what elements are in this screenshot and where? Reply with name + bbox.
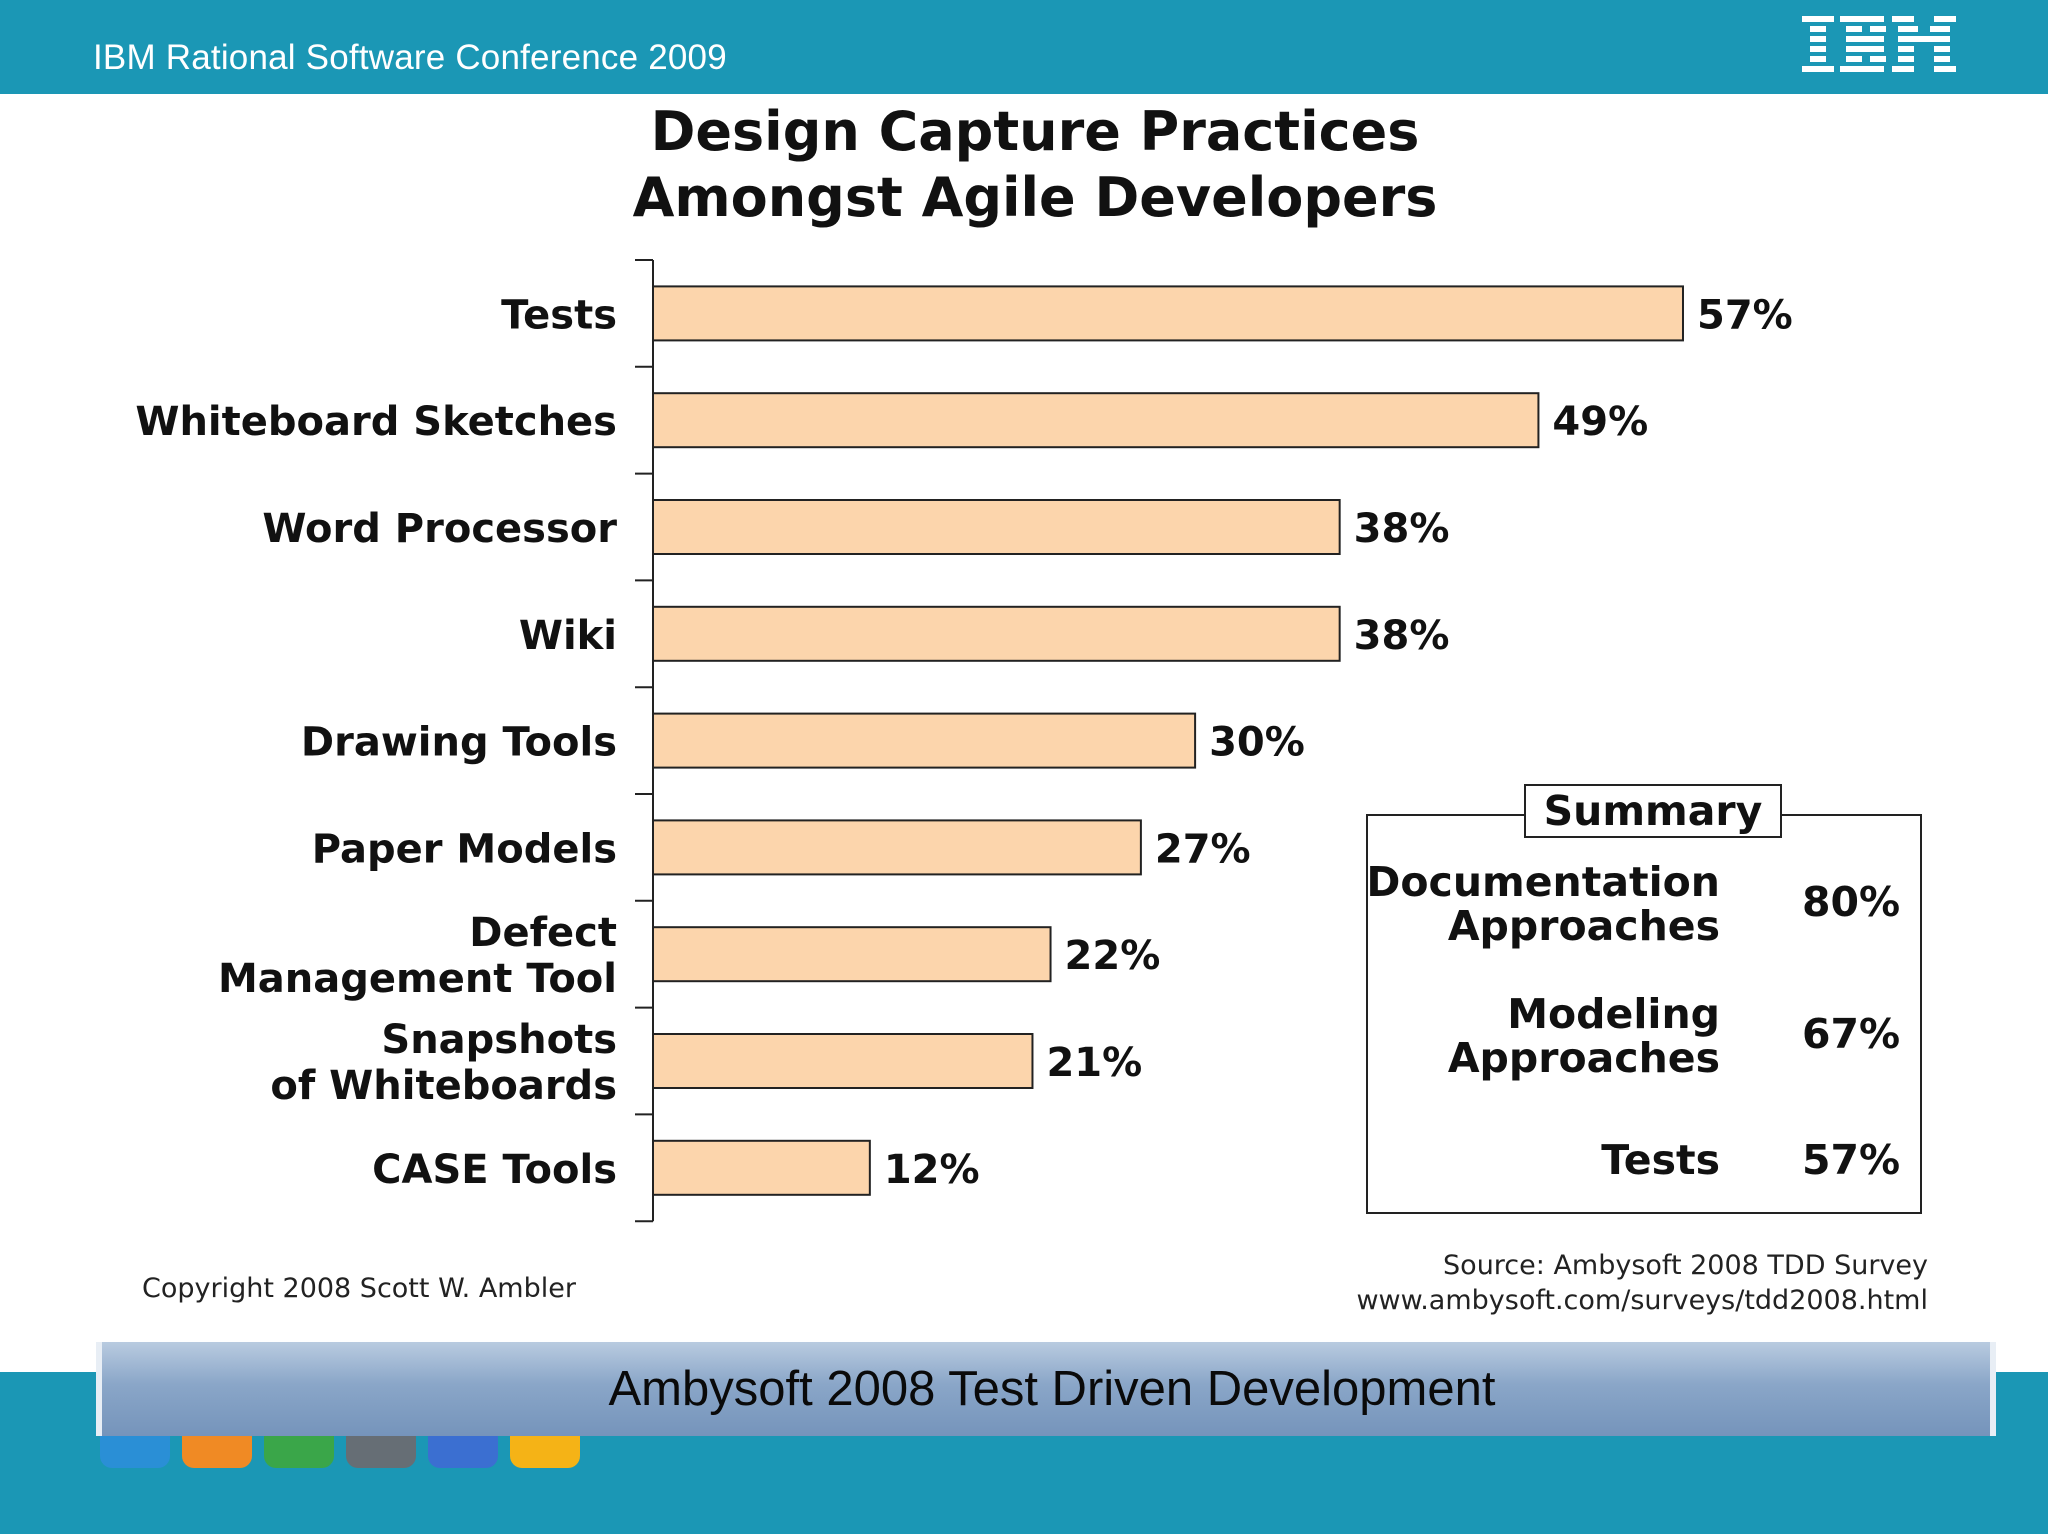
- summary-label: Modeling Approaches: [1447, 990, 1720, 1082]
- bar: [652, 605, 1341, 662]
- bar: [652, 1139, 871, 1196]
- value-label: 12%: [884, 1147, 980, 1193]
- conference-title: IBM Rational Software Conference 2009: [93, 38, 727, 77]
- chart-title-line: Design Capture Practices: [651, 100, 1420, 163]
- category-label: Drawing Tools: [301, 720, 617, 766]
- summary-value: 80%: [1802, 878, 1901, 926]
- bar: [652, 712, 1197, 769]
- bar: [652, 926, 1052, 983]
- source-line: Source: Ambysoft 2008 TDD Survey: [1443, 1250, 1928, 1281]
- category-label: Defect: [469, 910, 617, 956]
- category-label: Whiteboard Sketches: [135, 399, 617, 445]
- copyright-text: Copyright 2008 Scott W. Ambler: [142, 1273, 576, 1304]
- footer-banner-text: Ambysoft 2008 Test Driven Development: [608, 1362, 1496, 1416]
- category-label: of Whiteboards: [270, 1063, 617, 1109]
- value-label: 21%: [1046, 1040, 1142, 1086]
- value-label: 38%: [1354, 506, 1450, 552]
- ibm-logo: [1802, 16, 1956, 72]
- value-label: 30%: [1209, 720, 1305, 766]
- category-label: Snapshots: [381, 1017, 617, 1063]
- header-bar: [0, 0, 2048, 94]
- category-label: CASE Tools: [372, 1147, 617, 1193]
- summary-title: Summary: [1524, 784, 1782, 838]
- category-label: Paper Models: [312, 826, 617, 872]
- footer-banner: Ambysoft 2008 Test Driven Development: [96, 1342, 1996, 1436]
- category-label: Wiki: [519, 613, 617, 659]
- value-label: 38%: [1354, 613, 1450, 659]
- summary-label: Documentation Approaches: [1366, 858, 1720, 950]
- summary-label: Tests: [1601, 1136, 1720, 1184]
- value-label: 49%: [1552, 399, 1648, 445]
- bar: [652, 499, 1341, 555]
- source-url: www.ambysoft.com/surveys/tdd2008.html: [1356, 1285, 1928, 1316]
- bar: [652, 392, 1540, 449]
- summary-value: 57%: [1802, 1136, 1901, 1184]
- chart-title-line: Amongst Agile Developers: [633, 166, 1438, 229]
- summary-value: 67%: [1802, 1010, 1901, 1058]
- bar: [652, 285, 1684, 342]
- category-label: Word Processor: [262, 506, 617, 552]
- value-label: 27%: [1155, 826, 1251, 872]
- category-label: Tests: [501, 292, 617, 338]
- source-note: Source: Ambysoft 2008 TDD Survey www.amb…: [1356, 1248, 1928, 1318]
- summary-box: Summary Documentation Approaches 80% Mod…: [1366, 784, 1922, 1214]
- category-label: Management Tool: [218, 956, 617, 1002]
- bar: [652, 1033, 1034, 1089]
- value-label: 22%: [1065, 933, 1161, 979]
- value-label: 57%: [1697, 292, 1793, 338]
- bar: [652, 819, 1142, 876]
